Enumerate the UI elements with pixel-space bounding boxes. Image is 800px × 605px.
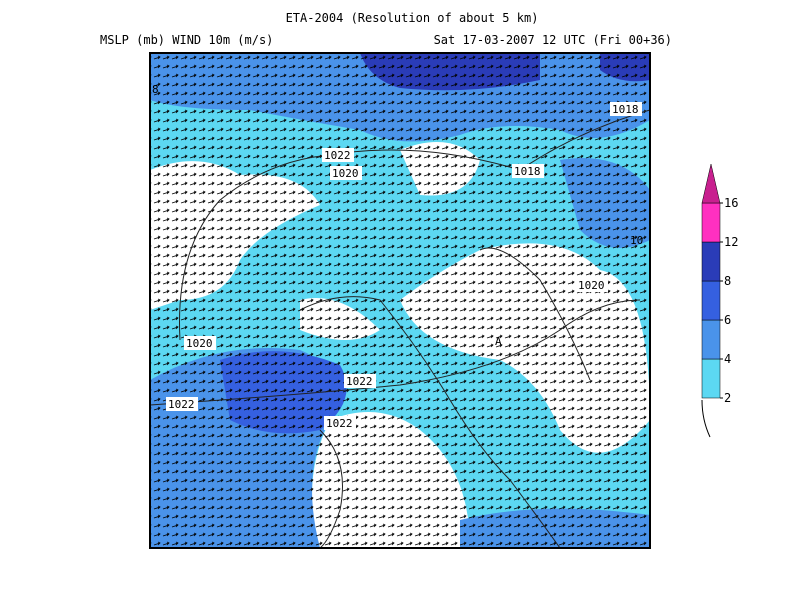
legend-tail (701, 399, 711, 438)
isobar-label: 1022 (324, 149, 351, 162)
isobar-label: 8 (152, 83, 159, 96)
map-title: ETA-2004 (Resolution of about 5 km) (286, 11, 539, 25)
legend-segment (701, 241, 721, 282)
legend-overflow (701, 163, 721, 204)
map-area: 8 1018 1022 1020 1018 10 1020 1020 1022 … (150, 53, 650, 548)
isobar-label: 1022 (346, 375, 373, 388)
legend-tick-label: 2 (724, 391, 731, 405)
color-legend: 2 4 6 8 12 16 (701, 163, 738, 405)
valid-time: Sat 17-03-2007 12 UTC (Fri 00+36) (434, 33, 672, 47)
legend-segment (701, 280, 721, 321)
isobar-label: 1020 (186, 337, 213, 350)
isobar-label: 1020 (332, 167, 359, 180)
legend-tick-label: 8 (724, 274, 731, 288)
isobar-label: 1020 (578, 279, 605, 292)
legend-segment (701, 319, 721, 360)
legend-tick-label: 4 (724, 352, 731, 366)
isobar-label: 1018 (612, 103, 639, 116)
legend-segment (701, 202, 721, 243)
isobar-label: 1022 (168, 398, 195, 411)
legend-segment (701, 358, 721, 399)
high-marker: A (495, 335, 502, 348)
map-frame (149, 52, 651, 549)
isobar-label: 1018 (514, 165, 541, 178)
isobar-label: 10 (630, 234, 643, 247)
legend-tick-label: 16 (724, 196, 738, 210)
legend-tick-label: 6 (724, 313, 731, 327)
map-fields: MSLP (mb) WIND 10m (m/s) (100, 33, 273, 47)
legend-tick-label: 12 (724, 235, 738, 249)
isobar-label: 1022 (326, 417, 353, 430)
